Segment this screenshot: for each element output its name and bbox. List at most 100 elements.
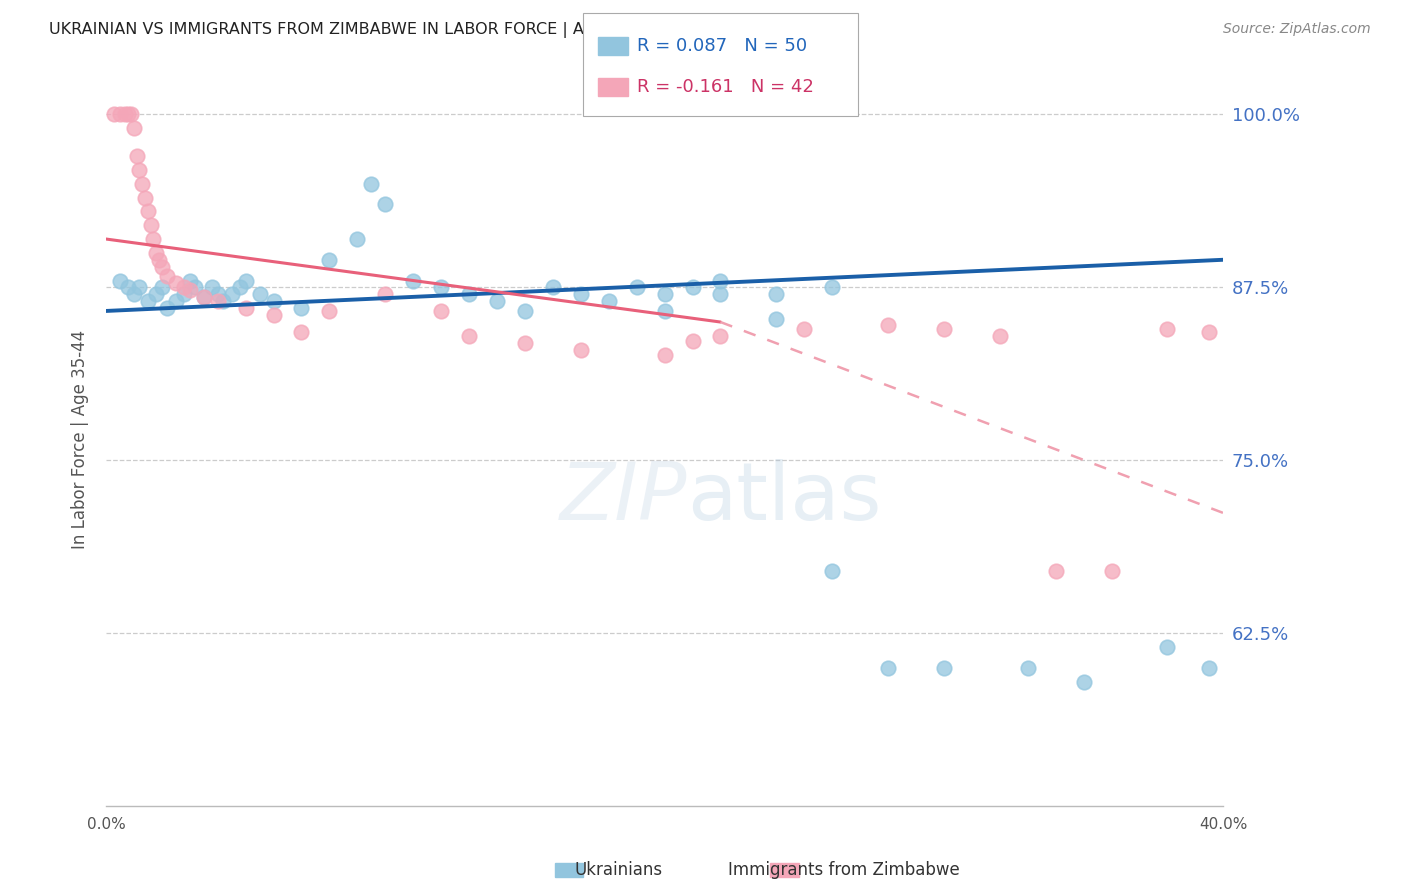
Point — [1101, 564, 1123, 578]
Point — [263, 294, 285, 309]
Text: Source: ZipAtlas.com: Source: ZipAtlas.com — [1223, 22, 1371, 37]
Point — [458, 287, 481, 301]
Point — [156, 269, 179, 284]
Point — [374, 287, 396, 301]
Point — [765, 312, 787, 326]
Point — [821, 564, 844, 578]
Point — [134, 190, 156, 204]
Point — [988, 329, 1011, 343]
Point — [103, 107, 125, 121]
Point — [290, 301, 312, 316]
Point — [626, 280, 648, 294]
Point — [120, 107, 142, 121]
Point — [165, 277, 187, 291]
Point — [1156, 640, 1178, 655]
Point — [179, 283, 201, 297]
Point — [821, 280, 844, 294]
Point — [877, 661, 900, 675]
Text: R = 0.087   N = 50: R = 0.087 N = 50 — [637, 37, 807, 55]
Point — [709, 273, 731, 287]
Point — [145, 287, 167, 301]
Point — [1045, 564, 1067, 578]
Point — [142, 232, 165, 246]
Point — [569, 287, 592, 301]
Point — [207, 294, 229, 309]
Point — [263, 308, 285, 322]
Point — [212, 294, 235, 309]
Point — [136, 294, 159, 309]
Point — [932, 322, 955, 336]
Point — [156, 301, 179, 316]
Point — [193, 290, 215, 304]
Point — [136, 204, 159, 219]
Point — [131, 177, 153, 191]
Point — [249, 287, 271, 301]
Point — [221, 287, 243, 301]
Point — [165, 294, 187, 309]
Point — [1017, 661, 1039, 675]
Point — [117, 280, 139, 294]
Point — [709, 287, 731, 301]
Point — [125, 149, 148, 163]
Point — [128, 280, 150, 294]
Point — [235, 273, 257, 287]
Point — [114, 107, 136, 121]
Text: ZIP: ZIP — [560, 459, 688, 537]
Point — [765, 287, 787, 301]
Point — [148, 252, 170, 267]
Text: atlas: atlas — [688, 459, 882, 537]
Y-axis label: In Labor Force | Age 35-44: In Labor Force | Age 35-44 — [72, 330, 89, 549]
Point — [402, 273, 425, 287]
Point — [709, 329, 731, 343]
Point — [207, 287, 229, 301]
Text: Ukrainians: Ukrainians — [575, 861, 662, 879]
Point — [485, 294, 508, 309]
Point — [793, 322, 815, 336]
Point — [569, 343, 592, 357]
Point — [1198, 661, 1220, 675]
Point — [1198, 325, 1220, 339]
Point — [173, 287, 195, 301]
Point — [877, 318, 900, 332]
Point — [1073, 674, 1095, 689]
Point — [122, 121, 145, 136]
Point — [229, 280, 252, 294]
Point — [932, 661, 955, 675]
Text: R = -0.161   N = 42: R = -0.161 N = 42 — [637, 78, 814, 96]
Point — [318, 252, 340, 267]
Point — [290, 325, 312, 339]
Point — [128, 162, 150, 177]
Point — [430, 304, 453, 318]
Point — [117, 107, 139, 121]
Point — [235, 301, 257, 316]
Point — [598, 294, 620, 309]
Point — [654, 304, 676, 318]
Point — [139, 218, 162, 232]
Point — [173, 280, 195, 294]
Point — [541, 280, 564, 294]
Point — [682, 334, 704, 349]
Point — [1156, 322, 1178, 336]
Point — [654, 287, 676, 301]
Point — [108, 107, 131, 121]
Point — [201, 280, 224, 294]
Point — [458, 329, 481, 343]
Point — [374, 197, 396, 211]
Point — [513, 335, 536, 350]
Point — [179, 273, 201, 287]
Point — [360, 177, 382, 191]
Point — [108, 273, 131, 287]
Text: UKRAINIAN VS IMMIGRANTS FROM ZIMBABWE IN LABOR FORCE | AGE 35-44 CORRELATION CHA: UKRAINIAN VS IMMIGRANTS FROM ZIMBABWE IN… — [49, 22, 837, 38]
Point — [430, 280, 453, 294]
Point — [193, 290, 215, 304]
Point — [654, 348, 676, 362]
Text: Immigrants from Zimbabwe: Immigrants from Zimbabwe — [728, 861, 959, 879]
Point — [150, 260, 173, 274]
Point — [318, 304, 340, 318]
Point — [682, 280, 704, 294]
Point — [145, 245, 167, 260]
Point — [513, 304, 536, 318]
Point — [122, 287, 145, 301]
Point — [184, 280, 207, 294]
Point — [346, 232, 368, 246]
